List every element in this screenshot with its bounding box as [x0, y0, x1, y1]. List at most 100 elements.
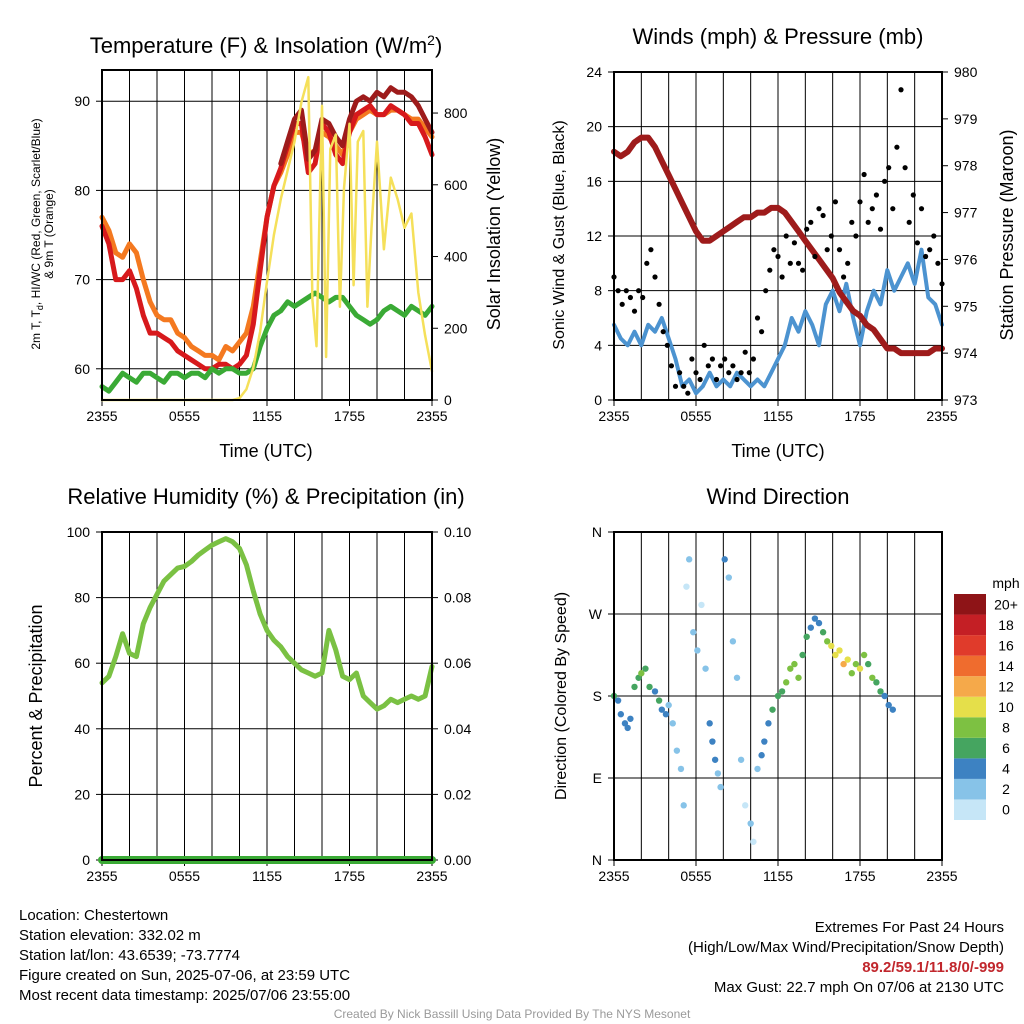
- direction-point: [714, 770, 722, 777]
- x-tick-label: 2355: [598, 868, 629, 884]
- credit-text: Created By Nick Bassill Using Data Provi…: [333, 1007, 691, 1021]
- y-right-tick-label: 0.08: [444, 590, 471, 606]
- gust-point: [890, 206, 896, 212]
- x-tick-label: 1155: [763, 868, 793, 884]
- temperature-panel: Temperature (F) & Insolation (W/m2) 2m T…: [29, 32, 504, 461]
- x-tick-label: 0555: [680, 868, 711, 884]
- y-right-tick-label: 0.10: [444, 524, 471, 540]
- gust-point: [615, 288, 621, 294]
- direction-point: [651, 688, 659, 695]
- dewpoint-line: [99, 290, 435, 394]
- y-tick-label: 20: [586, 119, 602, 135]
- x-tick-label: 1755: [844, 868, 875, 884]
- x-tick-label: 1755: [334, 868, 365, 884]
- direction-point: [877, 688, 884, 695]
- gust-point: [927, 247, 933, 253]
- y-right-tick-label: 800: [444, 105, 468, 121]
- gust-point: [849, 219, 855, 225]
- colorbar-label: 14: [998, 658, 1014, 674]
- gust-point: [886, 165, 892, 171]
- y-right-tick-label: 0.04: [444, 721, 471, 737]
- gust-point: [820, 212, 826, 219]
- gust-point: [898, 87, 904, 93]
- direction-point: [828, 642, 835, 650]
- gust-point: [705, 363, 711, 369]
- gust-point: [636, 288, 642, 294]
- direction-point: [702, 665, 709, 672]
- x-tick-label: 2355: [926, 408, 957, 424]
- gust-point: [906, 219, 912, 225]
- colorbar-swatch: [954, 737, 986, 759]
- x-tick-label: 1755: [844, 408, 875, 424]
- gust-point: [861, 171, 867, 178]
- gust-point: [845, 260, 851, 266]
- gust-point: [857, 199, 863, 205]
- temperature-title: Temperature (F) & Insolation (W/m2): [90, 32, 443, 58]
- colorbar-label: 16: [998, 637, 1014, 653]
- direction-point: [725, 574, 732, 581]
- x-tick-label: 1155: [763, 408, 793, 424]
- location-text: Location: Chestertown: [19, 907, 169, 924]
- direction-point: [844, 656, 851, 663]
- gust-point: [808, 219, 814, 225]
- gust-point: [664, 342, 670, 348]
- y-right-tick-label: 977: [954, 205, 978, 221]
- y-right-tick-label: 975: [954, 298, 978, 314]
- humidity-title: Relative Humidity (%) & Precipitation (i…: [67, 484, 464, 509]
- direction-point: [729, 638, 737, 645]
- direction-point: [690, 629, 697, 636]
- gust-point: [685, 390, 691, 396]
- colorbar-swatch: [954, 758, 986, 779]
- station-pressure-line: [611, 134, 945, 357]
- gust-point: [627, 294, 634, 301]
- temperature-xlabel: Time (UTC): [219, 441, 312, 461]
- gust-point: [672, 383, 679, 389]
- y-tick-label: W: [589, 606, 603, 622]
- y-tick-label: 60: [74, 361, 90, 377]
- plot-border: [101, 531, 433, 861]
- direction-point: [778, 688, 786, 695]
- y-right-tick-label: 973: [954, 392, 978, 408]
- y-tick-label: 8: [594, 283, 602, 299]
- direction-point: [832, 651, 839, 659]
- colorbar-swatch: [954, 696, 986, 718]
- colorbar-label: 8: [1002, 720, 1010, 736]
- direction-point: [836, 647, 843, 654]
- gust-point: [726, 370, 732, 376]
- gust-point: [804, 226, 810, 232]
- direction-point: [747, 820, 754, 827]
- direction-point: [848, 670, 855, 677]
- x-tick-label: 2355: [86, 868, 117, 884]
- temperature-ylabel-right: Solar Insolation (Yellow): [484, 138, 504, 330]
- y-right-tick-label: 980: [954, 64, 978, 80]
- y-tick-label: 40: [74, 721, 90, 737]
- x-tick-label: 1755: [334, 408, 365, 424]
- direction-point: [709, 738, 716, 745]
- direction-point: [614, 697, 622, 704]
- gust-point: [910, 192, 916, 198]
- direction-point: [627, 715, 634, 722]
- gust-point: [783, 233, 789, 239]
- x-tick-label: 2355: [598, 408, 629, 424]
- colorbar-swatch: [954, 778, 986, 800]
- x-tick-label: 1155: [252, 868, 282, 884]
- y-right-tick-label: 0.06: [444, 655, 471, 671]
- colorbar-swatch: [954, 594, 986, 615]
- y-tick-label: N: [592, 852, 602, 868]
- direction-point: [791, 660, 798, 668]
- y-right-tick-label: 400: [444, 249, 468, 265]
- y-tick-label: 80: [74, 590, 90, 606]
- plot-border: [101, 69, 433, 401]
- x-tick-label: 2355: [416, 408, 447, 424]
- direction-point: [783, 679, 790, 686]
- gust-point: [812, 253, 818, 260]
- direction-point: [840, 660, 847, 668]
- direction-point: [803, 633, 810, 640]
- direction-point: [717, 783, 724, 791]
- direction-point: [694, 647, 701, 654]
- gust-point: [722, 356, 728, 362]
- gust-point: [619, 301, 625, 307]
- direction-point: [881, 692, 888, 700]
- colorbar-label: 12: [998, 678, 1014, 694]
- gust-point: [656, 301, 662, 307]
